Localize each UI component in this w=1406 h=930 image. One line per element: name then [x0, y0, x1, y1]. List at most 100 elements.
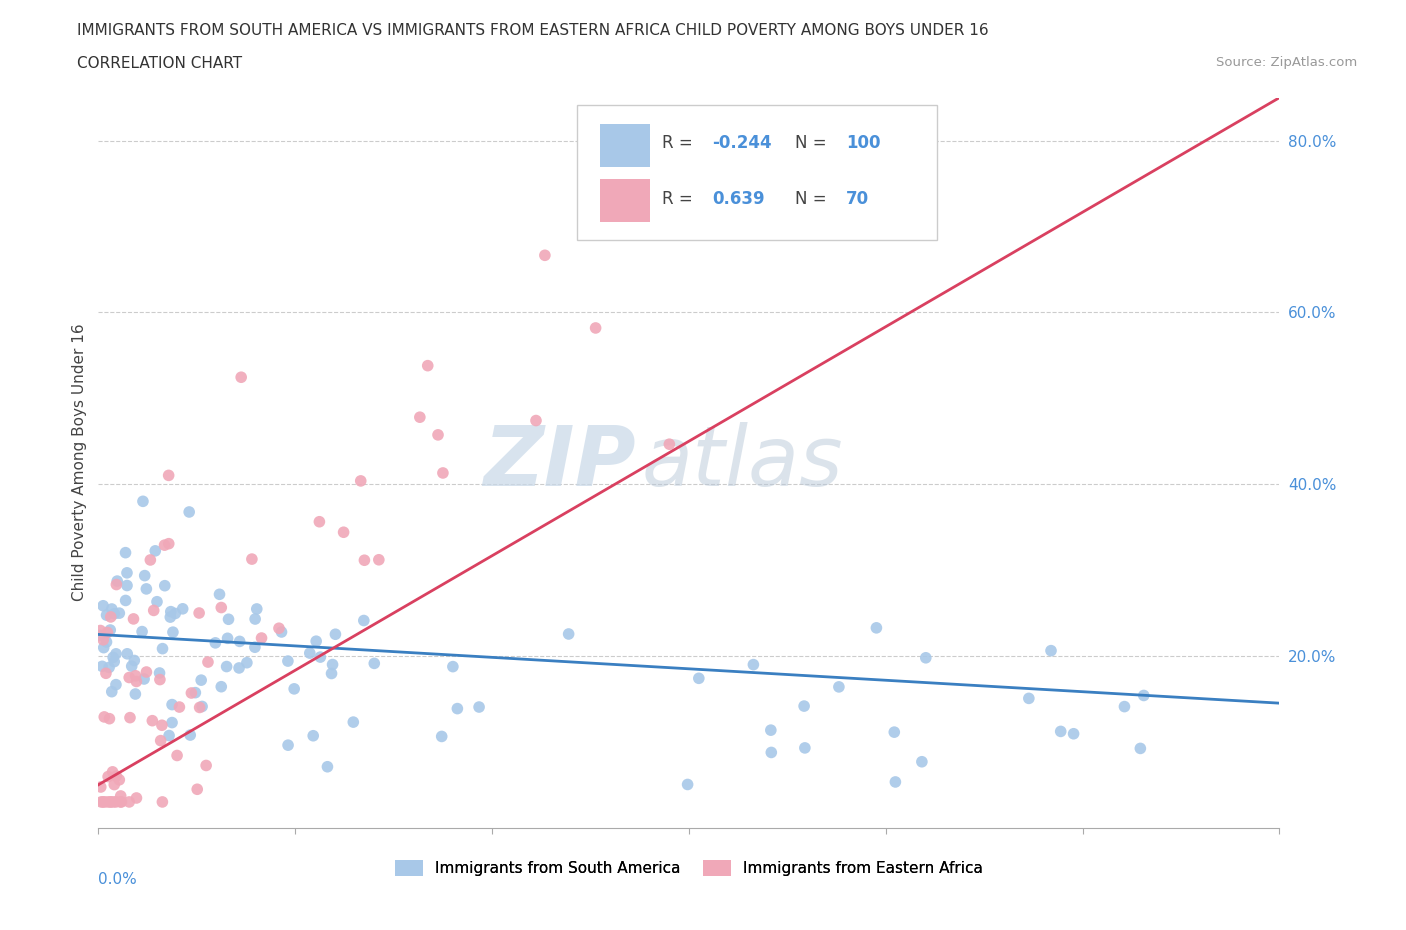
Point: [150, 718, 173, 733]
Point: [446, 701, 468, 716]
Point: [157, 468, 180, 483]
Point: [172, 602, 194, 617]
Text: N =: N =: [796, 134, 827, 153]
Point: [118, 794, 141, 809]
Point: [104, 794, 127, 809]
Point: [139, 552, 162, 567]
Point: [150, 794, 173, 809]
Point: [236, 656, 259, 671]
Point: [118, 711, 141, 725]
Point: [218, 612, 240, 627]
Point: [676, 777, 699, 792]
Text: IMMIGRANTS FROM SOUTH AMERICA VS IMMIGRANTS FROM EASTERN AFRICA CHILD POVERTY AM: IMMIGRANTS FROM SOUTH AMERICA VS IMMIGRA…: [77, 23, 988, 38]
FancyBboxPatch shape: [600, 179, 650, 222]
Point: [353, 552, 375, 567]
Point: [246, 602, 269, 617]
Point: [141, 713, 163, 728]
Point: [114, 593, 136, 608]
Text: ZIP: ZIP: [484, 422, 636, 503]
Point: [101, 764, 124, 779]
Point: [793, 698, 815, 713]
Point: [209, 600, 232, 615]
Point: [342, 714, 364, 729]
Point: [100, 794, 122, 809]
Text: 0.0%: 0.0%: [98, 871, 138, 886]
Point: [250, 631, 273, 645]
Point: [430, 729, 453, 744]
Point: [96, 625, 118, 640]
Point: [125, 674, 148, 689]
Point: [135, 665, 157, 680]
Point: [1040, 644, 1063, 658]
Point: [105, 768, 128, 783]
Point: [91, 658, 114, 673]
Point: [243, 640, 266, 655]
Point: [688, 671, 710, 685]
Point: [105, 646, 128, 661]
Point: [179, 505, 201, 520]
Point: [103, 794, 125, 809]
Point: [302, 728, 325, 743]
Point: [96, 634, 118, 649]
Point: [305, 633, 328, 648]
Point: [865, 620, 887, 635]
Point: [416, 358, 439, 373]
Text: Source: ZipAtlas.com: Source: ZipAtlas.com: [1216, 56, 1357, 69]
Point: [100, 602, 122, 617]
Point: [468, 699, 491, 714]
Text: 0.639: 0.639: [713, 190, 765, 207]
Point: [166, 748, 188, 763]
Point: [204, 635, 226, 650]
Point: [169, 699, 191, 714]
Point: [131, 624, 153, 639]
Point: [914, 650, 936, 665]
Point: [132, 671, 155, 686]
Text: N =: N =: [796, 190, 827, 207]
Point: [367, 552, 389, 567]
Point: [89, 628, 111, 643]
Text: 70: 70: [846, 190, 869, 207]
Point: [134, 568, 156, 583]
Point: [159, 604, 181, 619]
Point: [911, 754, 934, 769]
Point: [143, 543, 166, 558]
Point: [160, 715, 183, 730]
Point: [350, 473, 373, 488]
Point: [231, 370, 253, 385]
Point: [110, 794, 132, 809]
Point: [828, 680, 851, 695]
Point: [159, 610, 181, 625]
Point: [93, 640, 115, 655]
Point: [110, 794, 132, 809]
Point: [93, 710, 115, 724]
Point: [124, 653, 146, 668]
Point: [209, 679, 232, 694]
Point: [215, 659, 238, 674]
Point: [1063, 726, 1085, 741]
Point: [190, 672, 212, 687]
Point: [149, 733, 172, 748]
Point: [152, 641, 174, 656]
Point: [108, 605, 131, 620]
Text: 100: 100: [846, 134, 880, 153]
Point: [90, 779, 112, 794]
Point: [524, 413, 547, 428]
Point: [184, 685, 207, 700]
Point: [93, 794, 115, 809]
Point: [122, 611, 145, 626]
Point: [94, 666, 117, 681]
FancyBboxPatch shape: [576, 105, 936, 240]
Text: atlas: atlas: [641, 422, 844, 503]
Point: [157, 728, 180, 743]
Point: [157, 537, 180, 551]
Y-axis label: Child Poverty Among Boys Under 16: Child Poverty Among Boys Under 16: [72, 324, 87, 602]
Point: [105, 574, 128, 589]
Point: [124, 686, 146, 701]
Point: [160, 698, 183, 712]
Point: [188, 700, 211, 715]
Point: [96, 794, 118, 809]
Point: [243, 612, 266, 627]
Point: [1049, 724, 1071, 738]
Text: R =: R =: [662, 134, 693, 153]
Point: [1114, 699, 1136, 714]
